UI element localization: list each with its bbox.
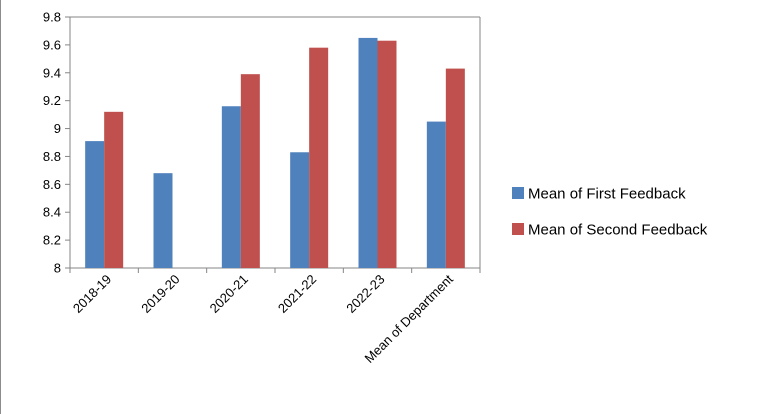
bar-second-feedback — [104, 111, 124, 268]
x-tick-label: 2020-21 — [207, 272, 251, 316]
y-tick-label: 9 — [54, 121, 61, 136]
bar-second-feedback — [240, 74, 260, 268]
y-tick-label: 9.2 — [43, 93, 61, 108]
y-tick-label: 8.8 — [43, 149, 61, 164]
y-tick-label: 8 — [54, 261, 61, 276]
legend-label: Mean of First Feedback — [528, 186, 686, 203]
bar-first-feedback — [290, 152, 310, 268]
x-tick-label: 2021-22 — [275, 272, 319, 316]
legend-swatch — [512, 223, 524, 235]
bar-first-feedback — [221, 106, 241, 268]
bar-first-feedback — [426, 121, 446, 268]
y-axis-ticks: 8 8.2 8.4 8.6 8.8 9 9.2 9.4 9.6 9.8 — [43, 10, 70, 276]
bars — [85, 37, 465, 269]
plot-area — [69, 16, 481, 269]
bar-second-feedback — [445, 68, 465, 268]
y-tick-label: 9.8 — [43, 10, 61, 25]
y-tick-label: 9.6 — [43, 37, 61, 52]
x-tick-label: 2019-20 — [138, 272, 182, 316]
bar-first-feedback — [358, 37, 378, 268]
legend-label: Mean of Second Feedback — [528, 222, 708, 239]
x-axis-ticks: 2018-19 2019-20 2020-21 2021-22 2022-23Mean … — [69, 268, 481, 366]
x-tick-label: 2022-23 — [343, 272, 387, 316]
bar-first-feedback — [153, 173, 173, 268]
y-tick-label: 8.2 — [43, 233, 61, 248]
y-tick-label: 9.4 — [43, 65, 61, 80]
bar-second-feedback — [377, 40, 397, 269]
x-tick-label: 2018-19 — [70, 272, 114, 316]
legend-swatch — [512, 187, 524, 199]
y-tick-label: 8.6 — [43, 177, 61, 192]
y-tick-label: 8.4 — [43, 205, 61, 220]
bar-first-feedback — [85, 141, 105, 268]
bar-second-feedback — [309, 47, 329, 268]
legend: Mean of First Feedback Mean of Second Fee… — [512, 186, 708, 239]
